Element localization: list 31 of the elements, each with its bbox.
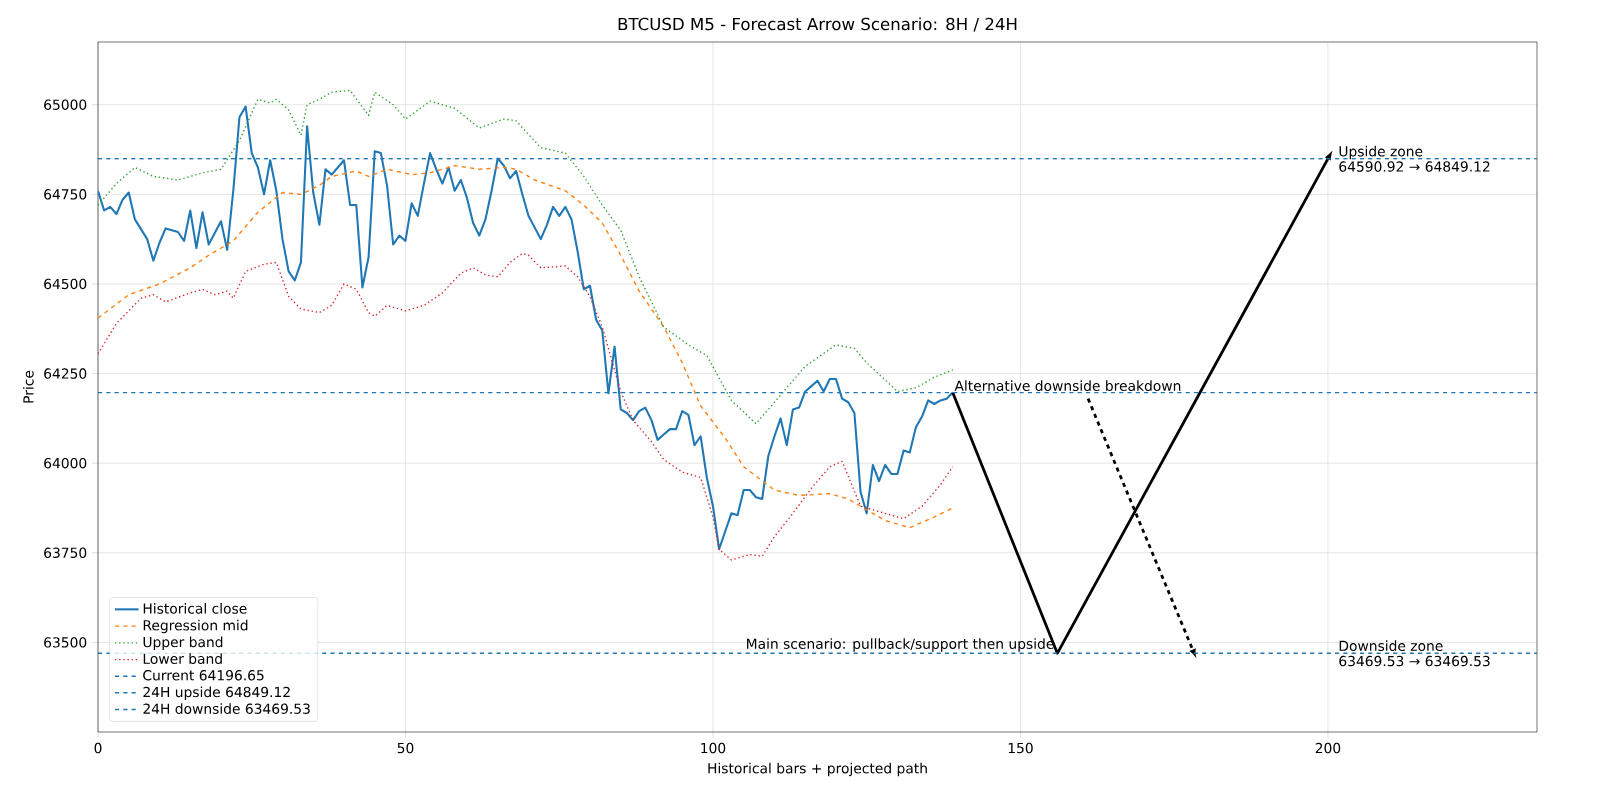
x-tick-label: 50 (397, 742, 414, 754)
y-tick-label: 64500 (44, 278, 87, 290)
y-axis-title: Price (22, 370, 34, 403)
chart-title: BTCUSD M5 - Forecast Arrow Scenario: 8H / 24H (618, 17, 1017, 32)
x-tick-label: 150 (1008, 742, 1033, 754)
legend-label: Lower band (143, 653, 222, 664)
annotation: Downside zone (1339, 640, 1443, 652)
legend-label: Current 64196.65 (143, 670, 264, 681)
y-tick-label: 65000 (44, 99, 87, 110)
x-tick-label: 100 (701, 742, 726, 754)
x-axis-title: Historical bars + projected path (708, 762, 927, 777)
annotation: Main scenario: pullback/support then upside (747, 638, 1054, 652)
annotation: 63469.53 → 63469.53 (1339, 655, 1490, 667)
y-tick-label: 63750 (44, 547, 87, 559)
legend-label: 24H upside 64849.12 (143, 686, 290, 700)
legend-label: Historical close (143, 603, 247, 614)
annotation: Alternative downside breakdown (954, 380, 1181, 392)
legend-label: 24H downside 63469.53 (143, 703, 310, 714)
line-series (98, 252, 954, 561)
line-series (98, 89, 954, 425)
legend-label: Regression mid (143, 619, 248, 634)
annotation: 64590.92 → 64849.12 (1339, 161, 1490, 172)
x-tick-label: 200 (1315, 742, 1341, 754)
y-tick-label: 63500 (44, 637, 87, 648)
x-tick-label: 0 (94, 742, 102, 754)
y-tick-label: 64000 (44, 457, 87, 469)
y-tick-label: 64250 (44, 368, 87, 379)
annotation: Upside zone (1339, 145, 1423, 160)
y-tick-label: 64750 (44, 189, 87, 200)
line-series (98, 164, 954, 529)
legend-label: Upper band (143, 636, 223, 650)
